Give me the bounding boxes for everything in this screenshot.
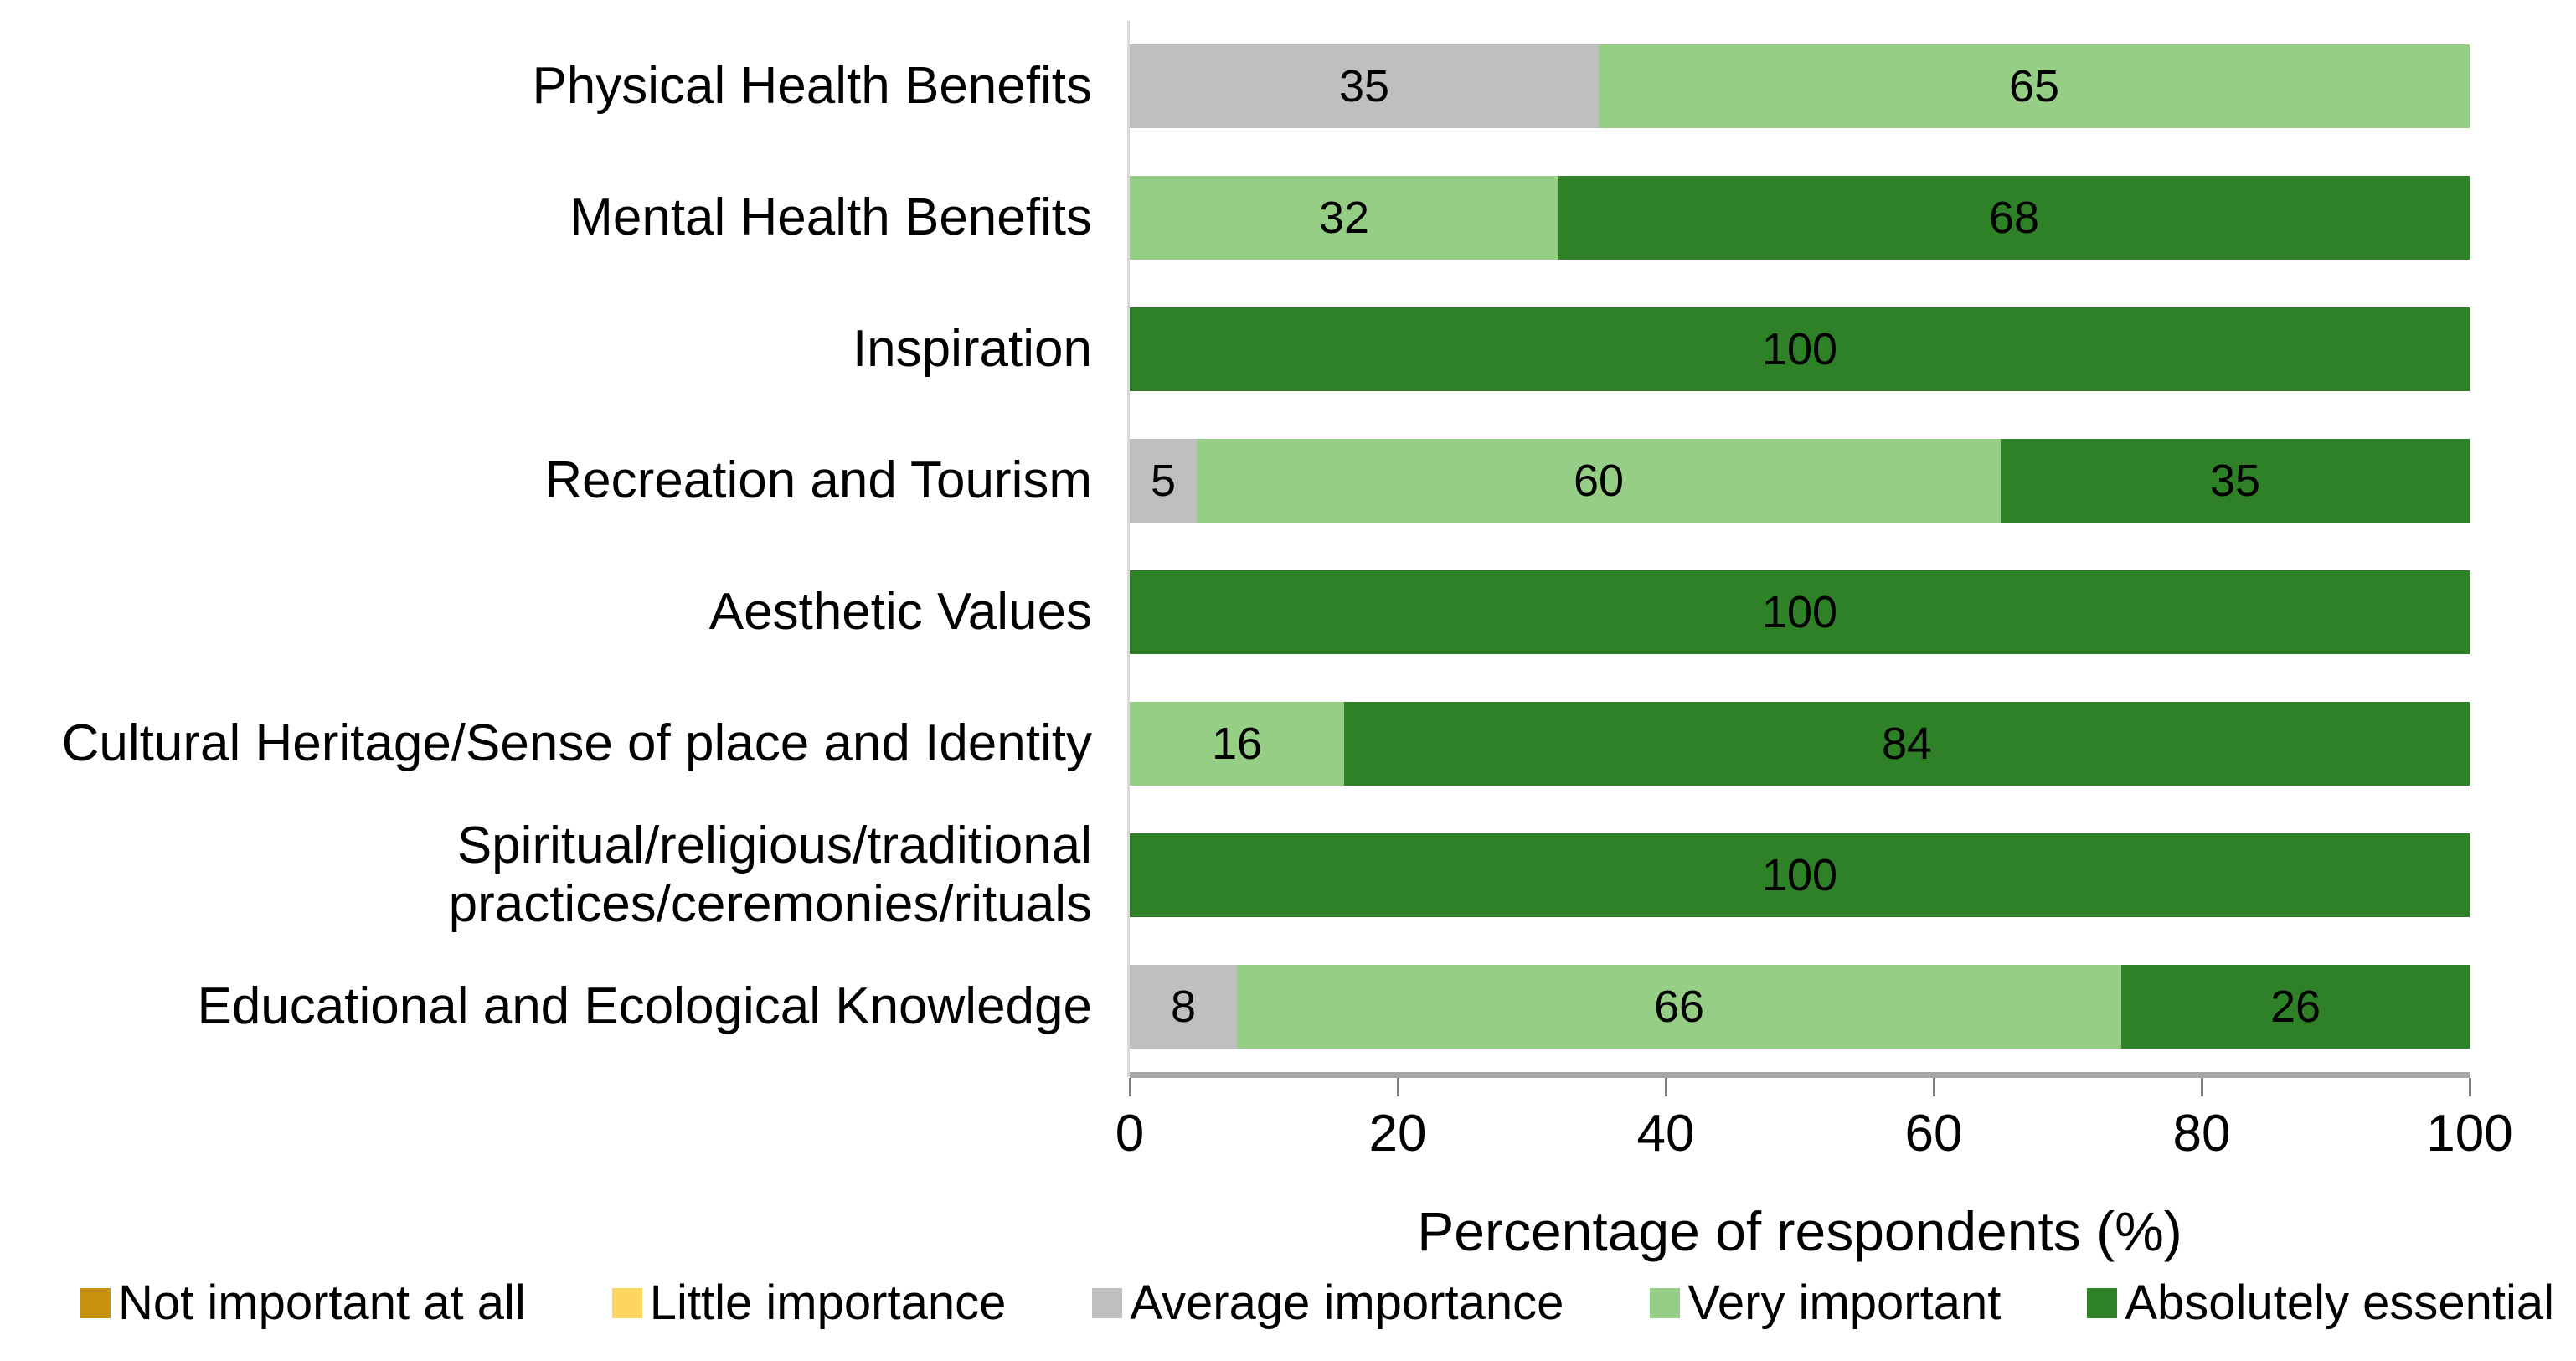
bar-segment: 100 (1130, 307, 2470, 392)
stacked-bar: 5 60 35 (1130, 439, 2470, 523)
legend-swatch (611, 1287, 642, 1318)
stacked-bar: 100 (1130, 307, 2470, 392)
x-axis-tick (2201, 1078, 2203, 1096)
category-label: Spiritual/religious/traditional practice… (448, 816, 1092, 933)
bar-segment: 35 (1130, 44, 1599, 129)
bar-segment: 35 (2001, 439, 2470, 523)
bar-segment: 16 (1130, 701, 1344, 786)
bar-segment: 32 (1130, 176, 1558, 260)
x-axis-tick-label: 100 (2426, 1105, 2513, 1163)
stacked-bar: 32 68 (1130, 176, 2470, 260)
bar-row: 8 66 26 (1130, 941, 2470, 1072)
bar-segment: 68 (1558, 176, 2470, 260)
x-axis-tick (1933, 1078, 1935, 1096)
legend-swatch (1092, 1287, 1123, 1318)
bar-row: 100 (1130, 284, 2470, 415)
x-axis-tick (1129, 1078, 1131, 1096)
legend-label: Average importance (1130, 1276, 1564, 1330)
bar-value-label: 5 (1150, 456, 1177, 507)
bar-value-label: 84 (1881, 718, 1933, 769)
x-axis-tick-label: 40 (1636, 1105, 1695, 1163)
x-axis-tick-labels: 0 20 40 60 80 100 (1115, 1104, 2513, 1171)
bar-value-label: 60 (1573, 456, 1625, 507)
bar-segment: 26 (2121, 964, 2470, 1049)
bar-segment: 100 (1130, 570, 2470, 654)
bar-row: 5 60 35 (1130, 415, 2470, 547)
category-label: Inspiration (852, 320, 1092, 379)
bar-value-label: 35 (2209, 456, 2261, 507)
legend: Not important at all Little importance Ave… (0, 1275, 2576, 1331)
x-axis-line (1130, 1072, 2470, 1078)
legend-label: Absolutely essential (2125, 1276, 2554, 1330)
bar-value-label: 100 (1761, 324, 1838, 375)
bar-value-label: 26 (2269, 981, 2321, 1032)
bar-segment: 65 (1599, 44, 2470, 129)
category-labels: Physical Health Benefits Mental Health Be… (0, 21, 1110, 1072)
bar-value-label: 35 (1338, 61, 1390, 112)
bar-segment: 8 (1130, 964, 1237, 1049)
bar-segment: 60 (1197, 439, 2001, 523)
category-label: Educational and Ecological Knowledge (197, 977, 1092, 1035)
bar-row: 100 (1130, 809, 2470, 941)
stacked-bar: 16 84 (1130, 701, 2470, 786)
category-label: Recreation and Tourism (544, 451, 1092, 510)
legend-swatch (1650, 1287, 1681, 1318)
bar-value-label: 66 (1653, 981, 1705, 1032)
category-label: Cultural Heritage/Sense of place and Ide… (61, 714, 1092, 772)
bar-row: 32 68 (1130, 152, 2470, 284)
bar-value-label: 65 (2008, 61, 2060, 112)
bar-value-label: 100 (1761, 586, 1838, 637)
bar-value-label: 8 (1170, 981, 1197, 1032)
legend-label: Not important at all (118, 1276, 526, 1330)
x-axis-tick (2469, 1078, 2471, 1096)
x-axis-tick-label: 60 (1904, 1105, 1963, 1163)
y-axis-line (1127, 21, 1130, 1077)
x-axis-tick (1665, 1078, 1667, 1096)
bar-segment: 100 (1130, 833, 2470, 917)
legend-item: Average importance (1092, 1275, 1564, 1331)
bar-value-label: 100 (1761, 849, 1838, 900)
bar-row: 100 (1130, 547, 2470, 678)
bar-segment: 66 (1237, 964, 2121, 1049)
legend-item: Not important at all (80, 1275, 526, 1331)
legend-label: Very important (1687, 1276, 2002, 1330)
category-label: Aesthetic Values (708, 582, 1092, 641)
bar-value-label: 68 (1988, 193, 2040, 244)
legend-item: Very important (1650, 1275, 2001, 1331)
bar-row: 35 65 (1130, 21, 2470, 152)
bar-row: 16 84 (1130, 678, 2470, 809)
x-axis-ticks (1129, 1078, 2471, 1096)
bar-segment: 5 (1130, 439, 1197, 523)
stacked-bar: 100 (1130, 833, 2470, 917)
stacked-bar: 8 66 26 (1130, 964, 2470, 1049)
legend-label: Little importance (649, 1276, 1007, 1330)
x-axis-tick (1397, 1078, 1399, 1096)
category-label: Physical Health Benefits (532, 57, 1092, 116)
legend-swatch (2087, 1287, 2118, 1318)
x-axis-tick-label: 80 (2172, 1105, 2231, 1163)
x-axis-tick-label: 20 (1368, 1105, 1427, 1163)
legend-swatch (80, 1287, 111, 1318)
legend-item: Little importance (611, 1275, 1007, 1331)
bar-segment: 84 (1344, 701, 2470, 786)
category-label: Mental Health Benefits (569, 188, 1092, 247)
plot-area: 35 65 32 68 100 5 60 35 100 16 84 100 8 66 26 (1130, 21, 2470, 1072)
stacked-bar: 35 65 (1130, 44, 2470, 129)
legend-item: Absolutely essential (2087, 1275, 2554, 1331)
bar-value-label: 16 (1211, 718, 1263, 769)
bar-value-label: 32 (1318, 193, 1370, 244)
x-axis-title: Percentage of respondents (%) (1417, 1200, 2182, 1262)
stacked-bar: 100 (1130, 570, 2470, 654)
x-axis-tick-label: 0 (1115, 1105, 1145, 1163)
